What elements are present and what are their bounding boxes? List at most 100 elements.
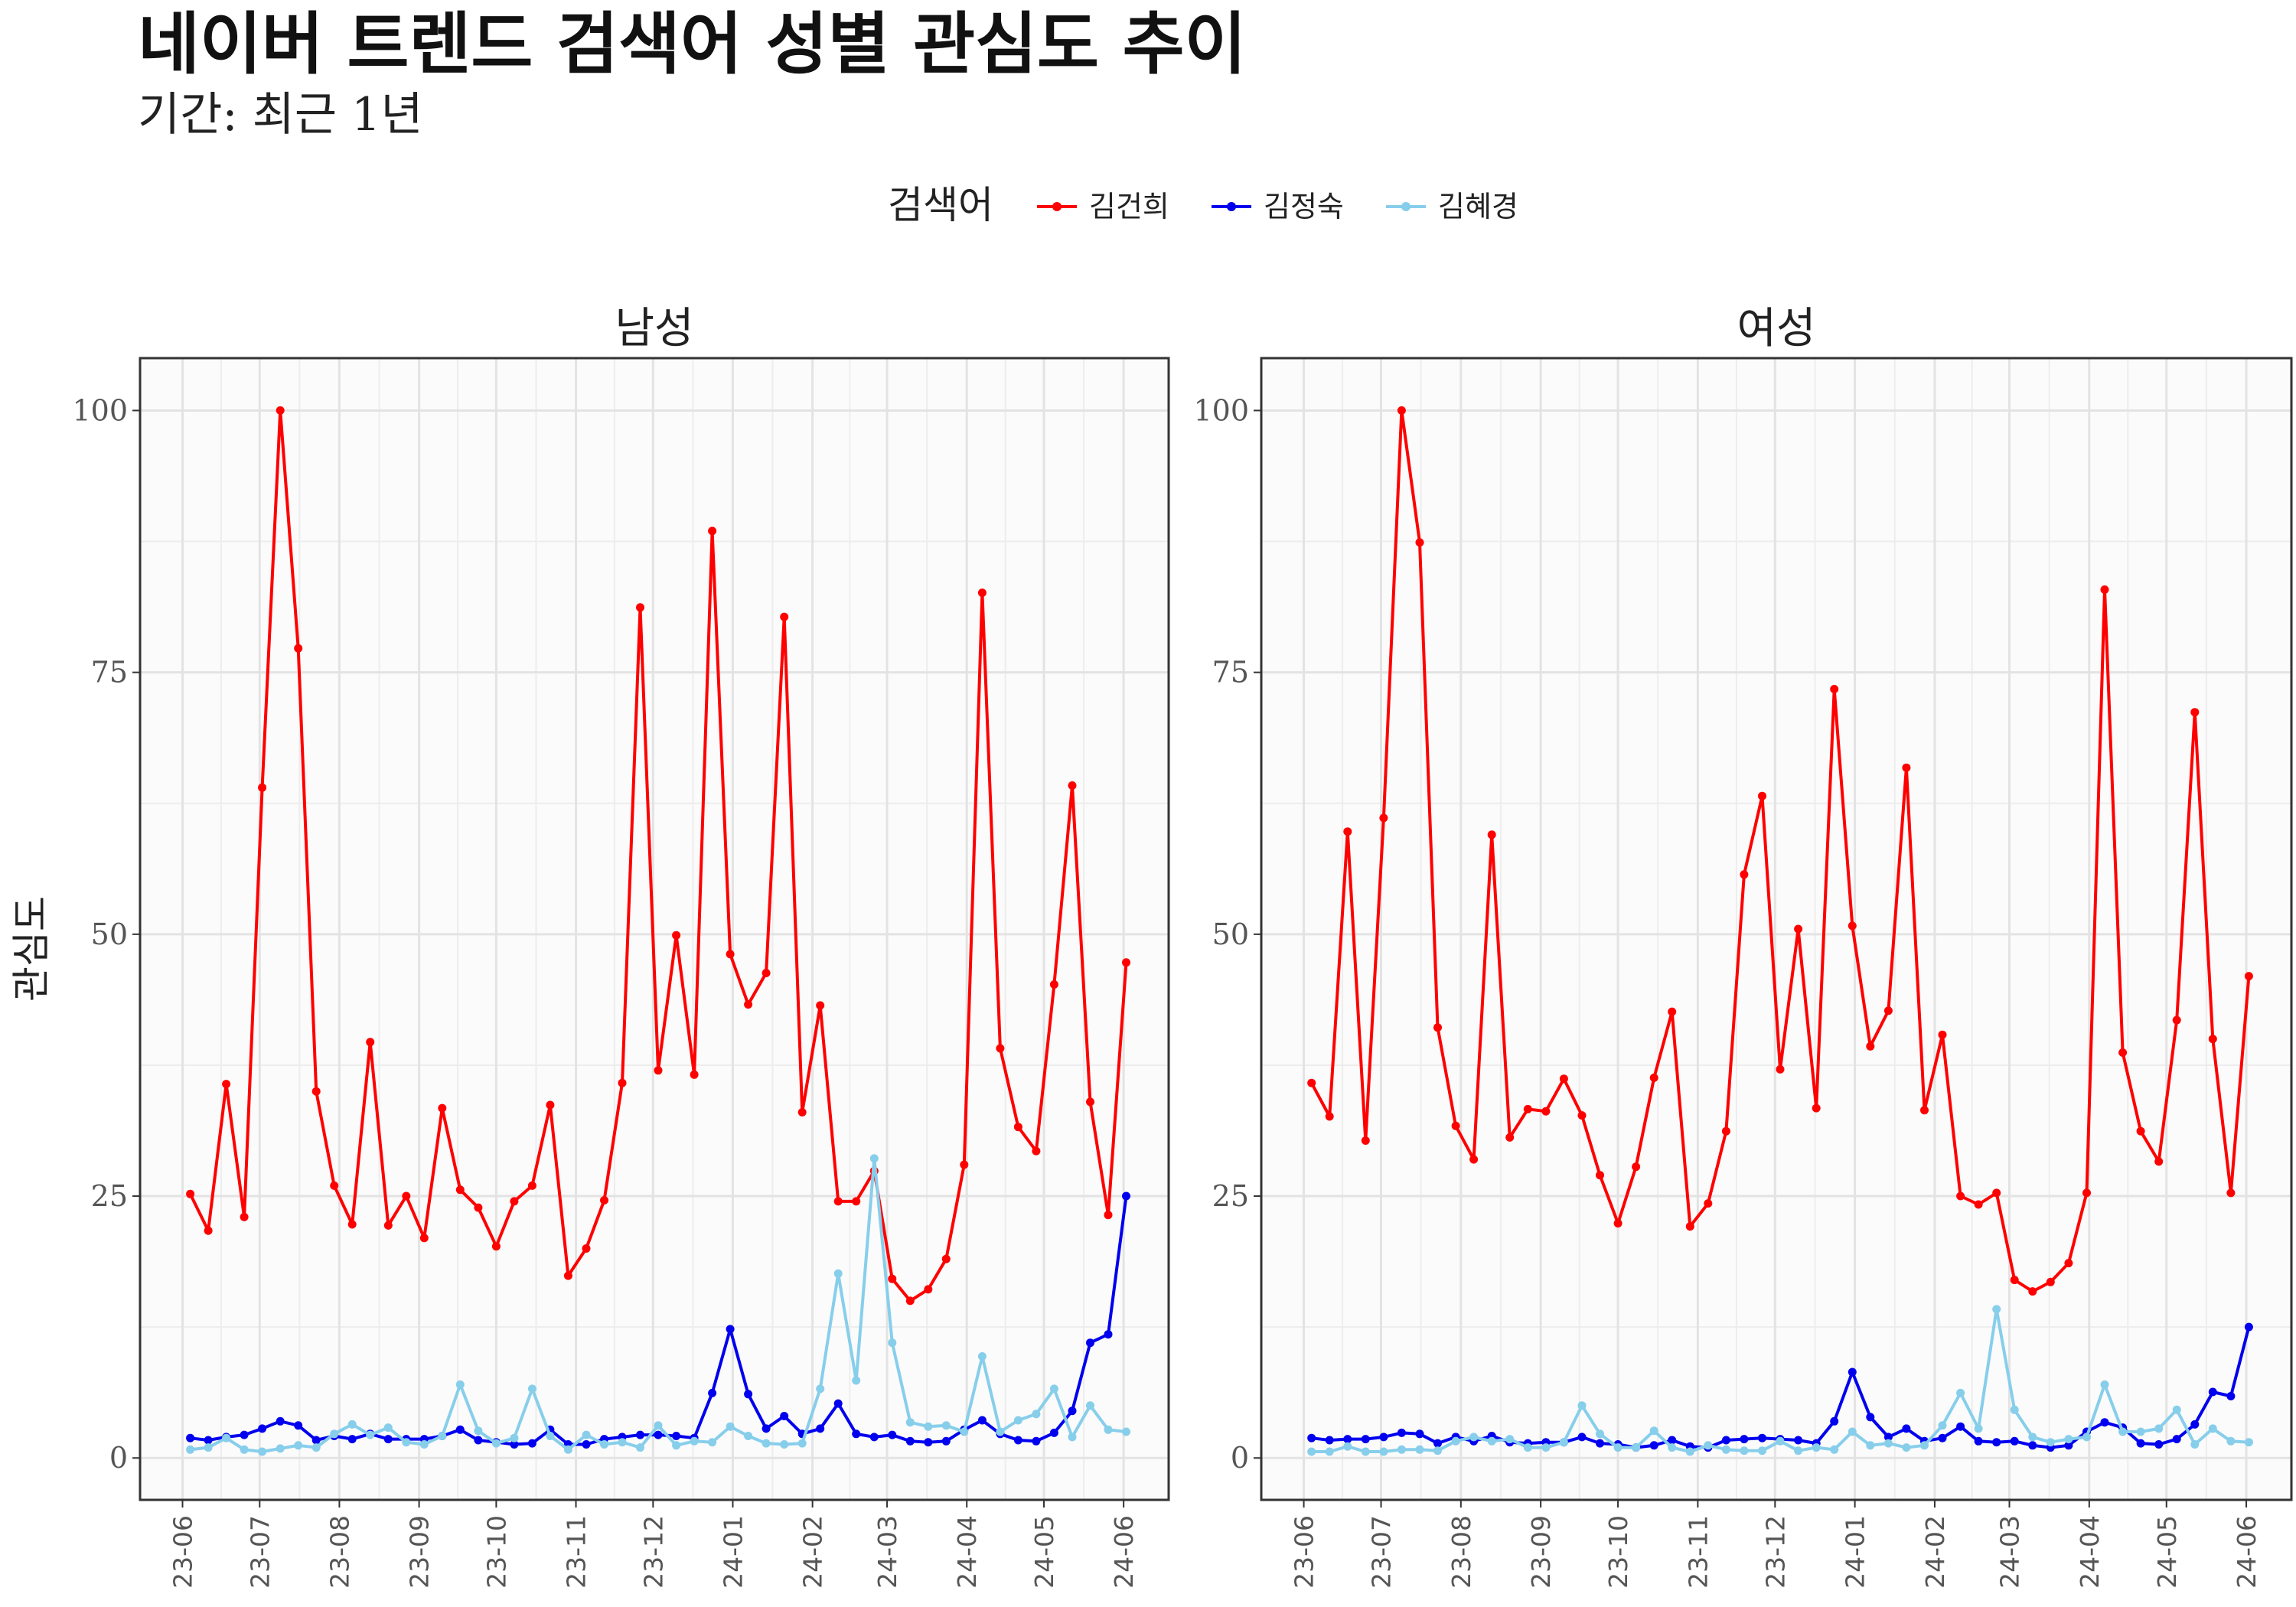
data-point <box>2100 1380 2109 1389</box>
data-point <box>960 1427 969 1436</box>
data-point <box>510 1197 519 1206</box>
data-point <box>419 1440 429 1449</box>
data-point <box>2010 1276 2019 1285</box>
x-tick-label: 23-11 <box>1683 1515 1713 1589</box>
data-point <box>1974 1424 1983 1433</box>
data-point <box>2046 1438 2055 1447</box>
data-point <box>366 1038 375 1047</box>
data-point <box>1122 958 1130 967</box>
data-point <box>1668 1007 1677 1016</box>
data-point <box>1632 1162 1641 1172</box>
data-point <box>1902 1424 1911 1433</box>
legend-items: 김건희 김정숙 김혜경 <box>1037 190 1518 223</box>
data-point <box>1596 1429 1604 1439</box>
data-point <box>1632 1443 1641 1452</box>
facet-panel-1: 남성 0 25 50 75 100 23-06 23-07 23-08 23-09 23-10 23-… <box>72 304 1170 1589</box>
data-point <box>1361 1136 1370 1145</box>
panel-background <box>1261 358 2291 1500</box>
data-point <box>222 1433 231 1442</box>
data-point <box>1866 1041 1875 1051</box>
series-김혜경 <box>186 1154 1130 1456</box>
data-point <box>1343 1435 1352 1444</box>
data-point <box>455 1380 465 1389</box>
data-point <box>2028 1441 2037 1450</box>
data-point <box>618 1078 627 1087</box>
data-point <box>672 1441 681 1450</box>
data-point <box>780 1412 789 1420</box>
data-point <box>2028 1433 2037 1442</box>
y-axis-label: 관심도 <box>9 896 54 1002</box>
data-point <box>455 1425 465 1434</box>
data-point <box>1740 1435 1749 1444</box>
facet-strip-label: 여성 <box>1737 304 1815 354</box>
data-point <box>1451 1436 1460 1446</box>
data-point <box>311 1436 321 1445</box>
data-point <box>2208 1387 2217 1397</box>
x-tick-label: 23-08 <box>325 1515 354 1589</box>
data-point <box>996 1427 1005 1436</box>
data-point <box>294 1421 303 1430</box>
data-point <box>690 1436 699 1446</box>
data-point <box>2046 1277 2055 1286</box>
legend-item: 김혜경 <box>1386 190 1518 223</box>
data-point <box>347 1420 357 1429</box>
data-point <box>1740 1446 1749 1455</box>
data-point <box>491 1242 501 1251</box>
data-point <box>2244 1322 2253 1332</box>
data-point <box>2064 1441 2073 1450</box>
data-point <box>1379 1447 1388 1456</box>
data-point <box>726 1422 735 1431</box>
data-point <box>708 526 717 536</box>
data-point <box>1848 1367 1857 1377</box>
data-point <box>2154 1424 2164 1433</box>
x-tick-label: 23-10 <box>481 1515 511 1589</box>
data-point <box>2190 1420 2200 1429</box>
data-point <box>1068 781 1077 790</box>
data-point <box>186 1433 195 1442</box>
x-tick-label: 24-01 <box>1841 1515 1870 1589</box>
data-point <box>1104 1425 1113 1434</box>
data-point <box>1992 1188 2001 1198</box>
data-point <box>1830 685 1839 693</box>
data-point <box>1049 1428 1058 1437</box>
data-point <box>762 1424 771 1433</box>
data-point <box>1433 1023 1442 1032</box>
data-point <box>744 1390 753 1399</box>
data-point <box>2244 972 2253 981</box>
data-point <box>258 1447 267 1456</box>
x-tick-label: 24-03 <box>1995 1515 2025 1589</box>
data-point <box>1794 1446 1803 1455</box>
data-point <box>2190 708 2200 717</box>
data-point <box>1469 1155 1479 1164</box>
data-point <box>1758 1433 1766 1442</box>
y-tick-label: 100 <box>1193 393 1249 427</box>
data-point <box>1649 1073 1658 1082</box>
x-tick-label: 23-09 <box>405 1515 435 1589</box>
data-point <box>1307 1447 1316 1456</box>
data-point <box>636 1430 644 1439</box>
legend-label: 김건희 <box>1089 190 1169 223</box>
x-tick-label: 23-08 <box>1446 1515 1476 1589</box>
y-tick-label: 75 <box>91 656 128 689</box>
data-point <box>1307 1433 1316 1442</box>
data-point <box>2154 1440 2164 1449</box>
data-point <box>852 1376 861 1385</box>
data-point <box>491 1439 501 1448</box>
data-point <box>1920 1441 1929 1450</box>
chart-title: 네이버 트렌드 검색어 성별 관심도 추이 <box>138 5 1247 83</box>
data-point <box>1956 1388 1965 1397</box>
data-point <box>1577 1433 1587 1442</box>
x-tick-label: 24-03 <box>872 1515 902 1589</box>
data-point <box>852 1429 861 1439</box>
data-point <box>1086 1097 1094 1107</box>
data-point <box>2100 585 2109 594</box>
legend-key-point <box>1401 202 1411 211</box>
data-point <box>1938 1421 1947 1430</box>
y-tick-label: 75 <box>1212 656 1249 689</box>
data-point <box>2244 1438 2253 1447</box>
data-point <box>563 1271 572 1280</box>
data-point <box>2136 1126 2145 1136</box>
data-point <box>330 1181 339 1190</box>
data-point <box>833 1399 843 1408</box>
data-point <box>905 1296 915 1305</box>
